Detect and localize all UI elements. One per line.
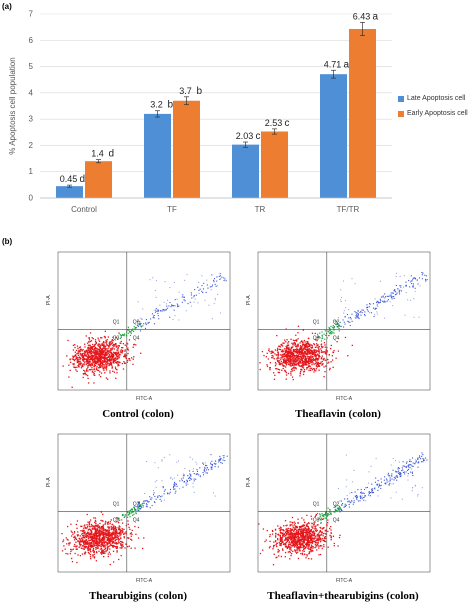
cell-events: [258, 452, 428, 566]
y-tick-label: 6: [29, 36, 34, 45]
data-label: 3.7: [179, 86, 192, 96]
x-axis-label: FITC-A: [336, 578, 353, 584]
bar-early: [261, 131, 288, 198]
legend-label-early: Early Apoptosis cell: [407, 110, 468, 117]
legend-item-early: Early Apoptosis cell: [398, 110, 468, 117]
significance-letter: d: [109, 149, 115, 160]
cell-events: [61, 454, 228, 566]
y-tick-label: 4: [29, 88, 34, 97]
plot-frame: [257, 433, 431, 573]
quadrant-label: Q4: [333, 517, 340, 523]
y-tick-label: 3: [29, 115, 34, 124]
x-tick-label: TF/TR: [337, 205, 360, 214]
quadrant-label: Q2: [133, 501, 140, 507]
quadrant-label: Q3: [313, 335, 320, 341]
y-tick-label: 5: [29, 62, 34, 71]
x-axis-label: FITC-A: [136, 578, 153, 584]
x-tick-label: Control: [71, 205, 97, 214]
legend-swatch-early: [398, 110, 404, 117]
flow-plot-combined: Q1 Q2 Q3 Q4 FITC-A PI-A: [238, 428, 438, 588]
x-tick-label: TF: [167, 205, 177, 214]
significance-letter: a: [344, 59, 350, 70]
caption-thearubigins: Thearubigins (colon): [88, 590, 188, 602]
y-tick-label: 7: [29, 10, 34, 19]
quadrant-label: Q1: [313, 501, 320, 507]
caption-combined: Theaflavin+thearubigins (colon): [267, 590, 419, 602]
flow-scatter-svg: Q1 Q2 Q3 Q4 FITC-A PI-A: [246, 251, 431, 402]
y-axis-label: PI-A: [246, 477, 252, 487]
panel-b-label: (b): [2, 237, 13, 246]
quadrant-label: Q2: [133, 319, 140, 325]
quadrant-label: Q1: [113, 319, 120, 325]
y-tick-label: 0: [29, 194, 34, 203]
bar-late: [144, 113, 171, 198]
significance-letter: d: [80, 174, 86, 185]
flow-plot-control: Q1 Q2 Q3 Q4 FITC-A PI-A: [38, 246, 238, 406]
panel-a-label: (a): [2, 2, 12, 11]
quadrant-label: Q3: [113, 517, 120, 523]
data-label: 2.53: [265, 118, 283, 128]
bar-late: [232, 144, 259, 198]
bar-late: [56, 186, 83, 198]
quadrant-label: Q2: [333, 501, 340, 507]
plot-frame: [57, 251, 231, 391]
data-label: 6.43: [353, 11, 371, 21]
significance-letter: b: [168, 100, 174, 111]
bar-early: [173, 100, 200, 198]
flow-scatter-svg: Q1 Q2 Q3 Q4 FITC-A PI-A: [46, 251, 231, 402]
plot-frame: [257, 251, 431, 391]
y-axis-label: PI-A: [246, 295, 252, 305]
quadrant-label: Q3: [113, 335, 120, 341]
y-axis-label: % Apoptosis cell population: [8, 57, 17, 154]
x-tick-label: TR: [255, 205, 266, 214]
significance-letter: a: [373, 11, 379, 22]
x-axis-label: FITC-A: [336, 396, 353, 402]
quadrant-label: Q4: [133, 517, 140, 523]
bar-early: [349, 28, 376, 199]
significance-letter: b: [197, 86, 203, 97]
y-tick-label: 2: [29, 141, 34, 150]
cell-events: [259, 271, 428, 381]
quadrant-label: Q3: [313, 517, 320, 523]
quadrant-label: Q1: [113, 501, 120, 507]
quadrant-label: Q2: [333, 319, 340, 325]
bar-early: [85, 161, 112, 198]
data-label: 1.4: [91, 149, 104, 159]
significance-letter: c: [285, 118, 290, 129]
legend-item-late: Late Apoptosis cell: [398, 95, 468, 102]
y-axis-label: PI-A: [46, 295, 52, 305]
flow-scatter-svg: Q1 Q2 Q3 Q4 FITC-A PI-A: [46, 433, 231, 584]
data-label: 4.71: [324, 59, 342, 69]
caption-theaflavin: Theaflavin (colon): [295, 408, 381, 420]
caption-control: Control (colon): [102, 408, 174, 420]
significance-letter: c: [256, 131, 261, 142]
data-label: 2.03: [236, 131, 254, 141]
cell-events: [62, 273, 227, 388]
quadrant-label: Q1: [313, 319, 320, 325]
quadrant-label: Q4: [333, 335, 340, 341]
y-tick-label: 1: [29, 167, 34, 176]
chart-legend: Late Apoptosis cell Early Apoptosis cell: [398, 95, 468, 125]
flow-plot-thearubigins: Q1 Q2 Q3 Q4 FITC-A PI-A: [38, 428, 238, 588]
quadrant-label: Q4: [133, 335, 140, 341]
flow-scatter-svg: Q1 Q2 Q3 Q4 FITC-A PI-A: [246, 433, 431, 584]
x-axis-label: FITC-A: [136, 396, 153, 402]
data-label: 3.2: [150, 100, 163, 110]
data-label: 0.45: [60, 174, 78, 184]
bar-late: [320, 74, 347, 198]
flow-plot-theaflavin: Q1 Q2 Q3 Q4 FITC-A PI-A: [238, 246, 438, 406]
legend-label-late: Late Apoptosis cell: [407, 95, 466, 102]
y-axis-label: PI-A: [46, 477, 52, 487]
legend-swatch-late: [398, 95, 404, 102]
